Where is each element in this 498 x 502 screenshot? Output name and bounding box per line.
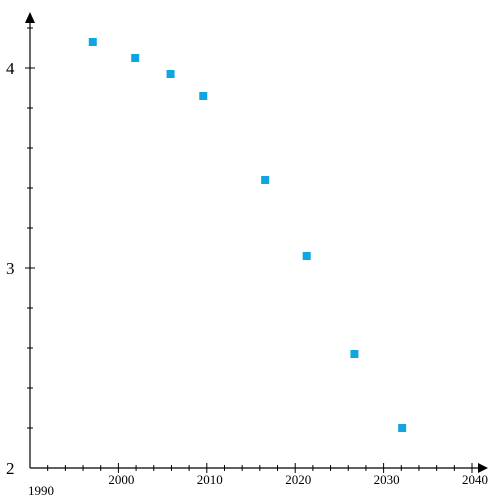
y-tick-label: 3 [6, 259, 15, 278]
y-axis-arrow-icon [25, 12, 35, 23]
data-point [261, 176, 270, 184]
x-tick-label: 1990 [28, 483, 54, 498]
data-point [350, 350, 359, 358]
y-tick-label: 4 [6, 59, 15, 78]
tick-marks [25, 27, 473, 473]
axes [25, 12, 488, 473]
x-tick-label: 2040 [462, 472, 488, 487]
x-tick-label: 2000 [108, 472, 134, 487]
x-tick-label: 2010 [197, 472, 223, 487]
data-point [199, 92, 208, 100]
data-points [88, 38, 407, 432]
data-point [302, 252, 311, 260]
y-tick-label: 2 [6, 459, 15, 478]
x-tick-label: 2020 [285, 472, 311, 487]
data-point [131, 54, 140, 62]
data-point [166, 70, 175, 78]
x-axis-arrow-icon [478, 463, 488, 473]
x-tick-label: 2030 [374, 472, 400, 487]
tick-labels: 1990 2000 2010 2020 2030 2040 2 3 4 [6, 59, 488, 498]
data-point [88, 38, 97, 46]
data-point [398, 424, 407, 432]
